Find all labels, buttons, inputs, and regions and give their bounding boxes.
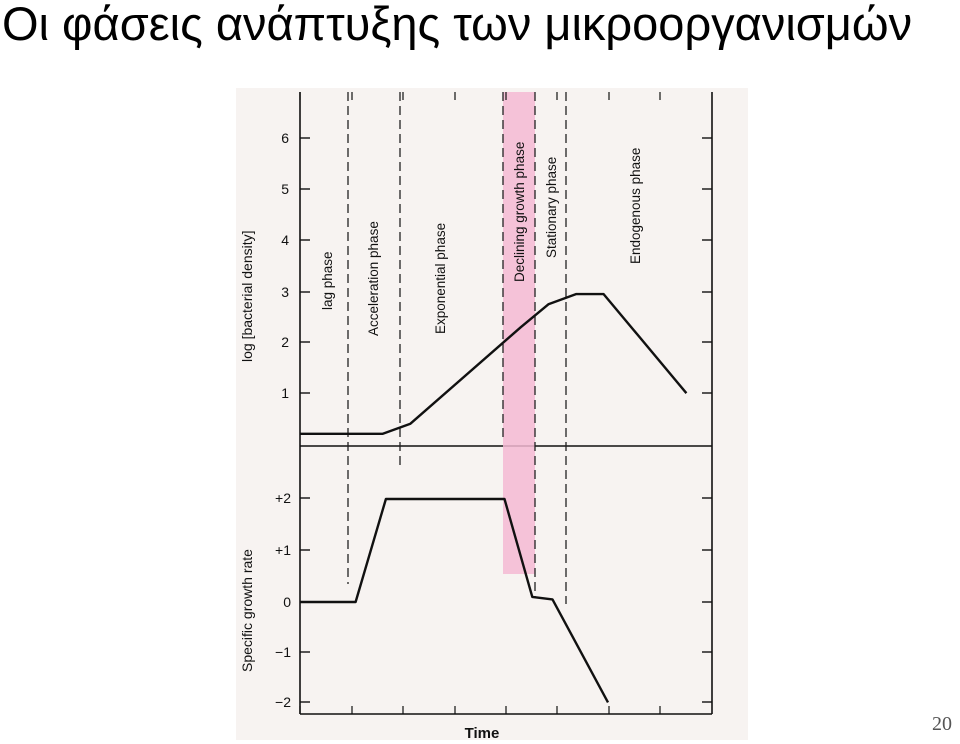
y-tick-label: 4	[281, 232, 289, 248]
axis-ticks: 1 2 3 4 5 6 +2 +1 0 −1 −2	[275, 92, 712, 714]
phase-highlight	[503, 92, 535, 574]
y-tick-label: 6	[281, 130, 289, 146]
density-curve	[300, 292, 688, 435]
phase-dividers	[347, 92, 567, 604]
y-tick-label: 2	[281, 334, 289, 350]
curves	[300, 292, 688, 703]
phase-label: Acceleration phase	[366, 221, 381, 336]
figure-scan-background	[236, 88, 748, 740]
y-axis-label-bottom: Specific growth rate	[239, 549, 255, 672]
y-axis-label-top: log [bacterial density]	[239, 230, 255, 362]
phase-label: Endogenous phase	[628, 148, 643, 264]
page-number: 20	[932, 713, 952, 735]
phase-label: Declining growth phase	[512, 142, 527, 282]
phase-label: Stationary phase	[544, 157, 559, 258]
y-tick-label: −1	[275, 644, 291, 660]
growth-rate-curve	[300, 497, 610, 703]
phase-label: Exponential phase	[433, 223, 448, 334]
y-tick-label: +1	[275, 542, 291, 558]
phase-label: lag phase	[320, 251, 335, 310]
slide-title: Οι φάσεις ανάπτυξης των μικροοργανισμών	[2, 0, 913, 50]
y-tick-label: 0	[283, 594, 291, 610]
y-tick-label: 1	[281, 385, 289, 401]
y-tick-label: 5	[281, 181, 289, 197]
y-tick-label: −2	[275, 694, 291, 710]
y-tick-label: 3	[281, 284, 289, 300]
phase-labels: lag phase Acceleration phase Exponential p…	[320, 142, 643, 336]
y-tick-label: +2	[275, 490, 291, 506]
declining-phase-highlight	[503, 92, 535, 574]
x-axis-label: Time	[465, 725, 500, 742]
